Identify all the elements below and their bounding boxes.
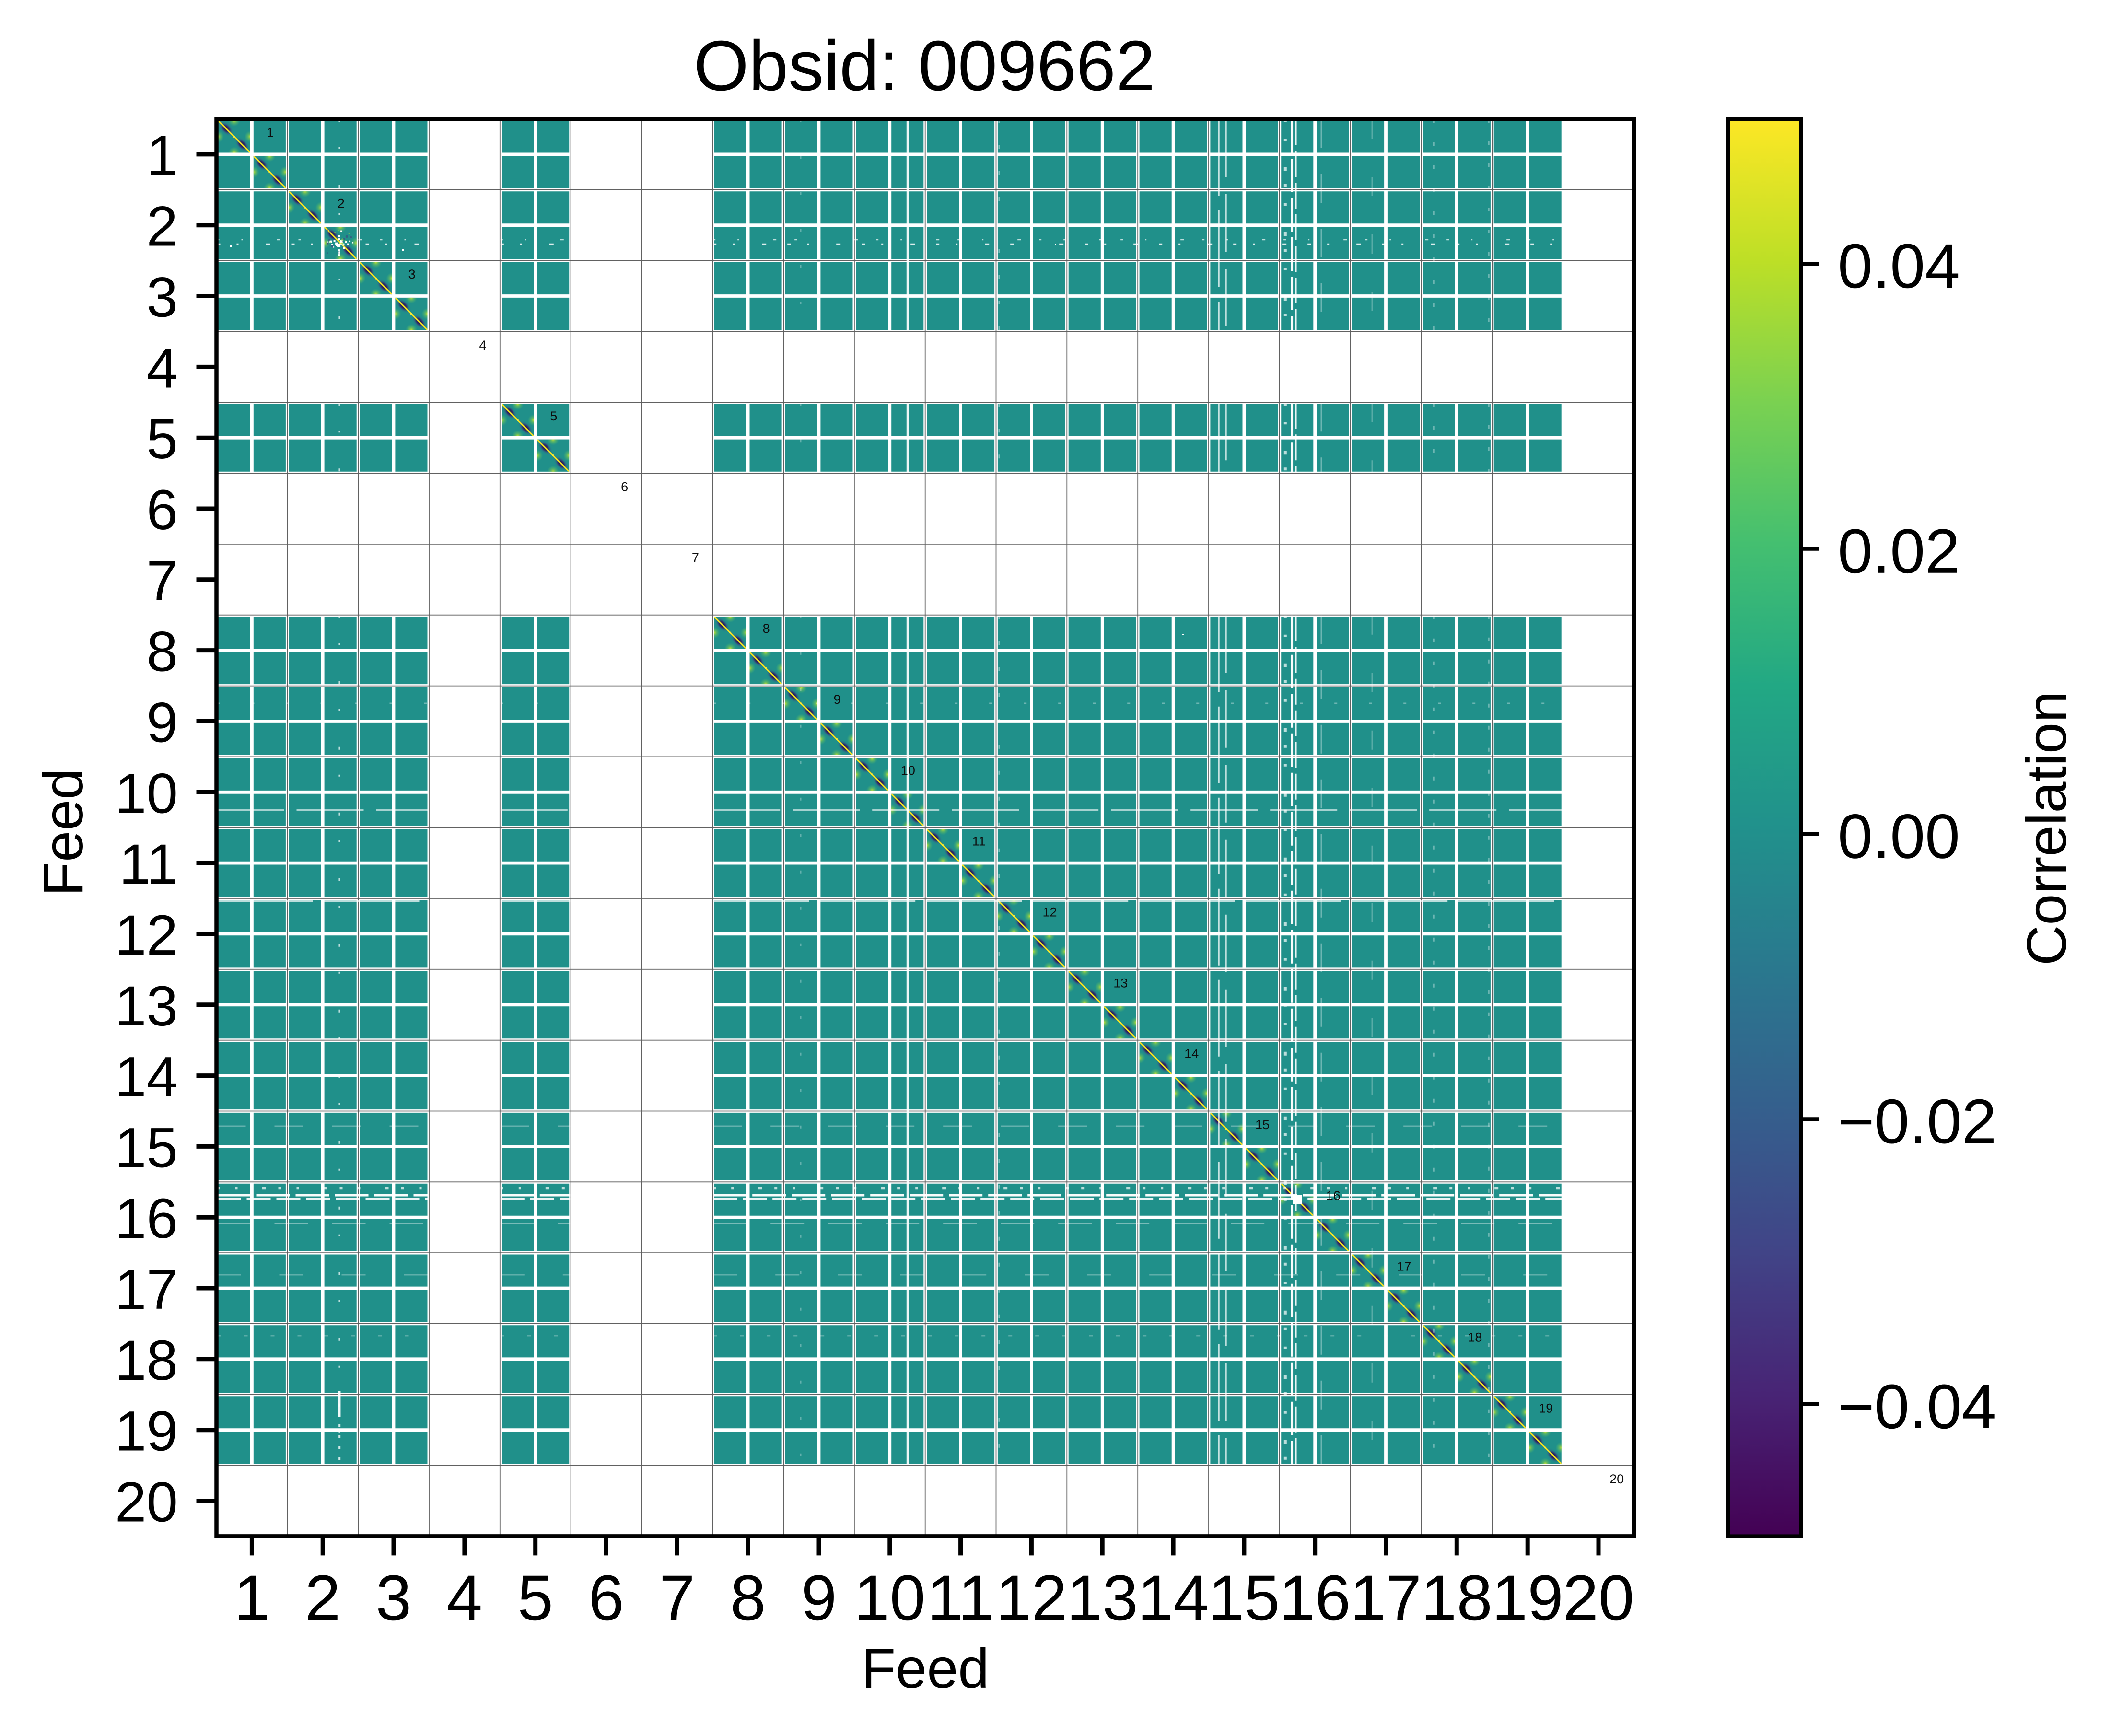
svg-text:12: 12 [115, 904, 178, 967]
svg-text:11: 11 [119, 833, 178, 896]
svg-text:12: 12 [1042, 905, 1057, 920]
svg-text:17: 17 [1397, 1259, 1411, 1274]
svg-text:12: 12 [996, 1562, 1067, 1634]
svg-text:0.04: 0.04 [1838, 231, 1960, 301]
svg-text:−0.02: −0.02 [1838, 1086, 1996, 1156]
svg-text:5: 5 [550, 409, 557, 423]
svg-text:10: 10 [854, 1562, 925, 1634]
svg-text:16: 16 [1279, 1562, 1351, 1634]
svg-text:19: 19 [1492, 1562, 1563, 1634]
svg-text:13: 13 [115, 975, 178, 1038]
svg-text:Correlation: Correlation [2015, 691, 2078, 966]
svg-text:17: 17 [1350, 1562, 1422, 1634]
svg-text:4: 4 [479, 338, 486, 352]
svg-text:7: 7 [692, 550, 699, 565]
svg-text:Feed: Feed [32, 769, 94, 897]
svg-text:19: 19 [1539, 1401, 1553, 1415]
svg-text:8: 8 [146, 620, 178, 684]
svg-text:19: 19 [115, 1400, 178, 1463]
svg-text:10: 10 [901, 763, 915, 778]
svg-text:7: 7 [146, 549, 178, 613]
svg-text:7: 7 [659, 1562, 695, 1634]
svg-text:8: 8 [730, 1562, 766, 1634]
svg-text:18: 18 [115, 1329, 178, 1392]
svg-text:9: 9 [834, 692, 841, 707]
svg-text:4: 4 [447, 1562, 483, 1634]
svg-text:20: 20 [1563, 1562, 1634, 1634]
svg-text:6: 6 [146, 478, 178, 542]
svg-text:8: 8 [763, 621, 770, 636]
svg-text:15: 15 [1208, 1562, 1280, 1634]
svg-text:3: 3 [146, 266, 178, 329]
svg-text:9: 9 [146, 691, 178, 755]
svg-text:15: 15 [1255, 1118, 1270, 1132]
svg-text:3: 3 [376, 1562, 412, 1634]
svg-text:5: 5 [517, 1562, 553, 1634]
svg-text:16: 16 [115, 1187, 178, 1250]
svg-text:5: 5 [146, 408, 178, 471]
svg-text:4: 4 [146, 337, 178, 400]
svg-text:15: 15 [115, 1116, 178, 1179]
svg-text:2: 2 [146, 195, 178, 258]
svg-text:2: 2 [338, 196, 345, 210]
svg-text:20: 20 [115, 1471, 178, 1534]
svg-text:0.00: 0.00 [1838, 801, 1960, 872]
svg-text:−0.04: −0.04 [1838, 1371, 1996, 1442]
svg-text:16: 16 [1326, 1188, 1341, 1203]
svg-text:18: 18 [1421, 1562, 1493, 1634]
svg-text:14: 14 [1184, 1047, 1199, 1061]
svg-text:20: 20 [1609, 1472, 1624, 1486]
svg-text:1: 1 [267, 126, 274, 140]
svg-text:3: 3 [408, 267, 416, 281]
svg-text:Feed: Feed [862, 1637, 990, 1700]
svg-text:10: 10 [115, 762, 178, 825]
svg-text:0.02: 0.02 [1838, 516, 1960, 586]
svg-text:11: 11 [927, 1562, 994, 1634]
svg-text:9: 9 [801, 1562, 837, 1634]
svg-text:1: 1 [146, 124, 178, 187]
svg-text:2: 2 [305, 1562, 341, 1634]
svg-text:13: 13 [1113, 976, 1128, 990]
svg-text:1: 1 [234, 1562, 270, 1634]
svg-text:6: 6 [588, 1562, 624, 1634]
svg-text:Obsid: 009662: Obsid: 009662 [694, 26, 1155, 105]
svg-text:14: 14 [1138, 1562, 1209, 1634]
svg-text:11: 11 [972, 834, 986, 849]
svg-text:13: 13 [1067, 1562, 1138, 1634]
svg-text:6: 6 [621, 480, 628, 494]
svg-text:17: 17 [115, 1258, 178, 1321]
svg-text:18: 18 [1468, 1330, 1482, 1344]
svg-text:14: 14 [115, 1046, 178, 1109]
